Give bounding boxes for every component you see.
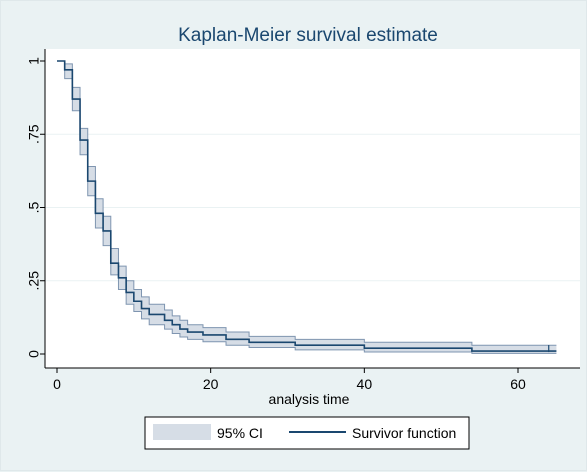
survivor-line-group (57, 60, 557, 352)
legend-ci-label: 95% CI (217, 425, 263, 441)
chart-title: Kaplan-Meier survival estimate (178, 25, 438, 46)
x-axis-label: analysis time (269, 391, 350, 407)
y-tick-label-0: 0 (26, 350, 42, 358)
x-axis: 0 20 40 60 (45, 367, 580, 392)
y-tick-label-3: .75 (26, 124, 42, 144)
ci-lower-edge (57, 60, 557, 354)
survivor-line (57, 60, 557, 352)
x-tick-label-2: 40 (357, 376, 373, 392)
y-tick-label-1: .25 (26, 271, 42, 291)
x-tick-label-3: 60 (510, 376, 526, 392)
legend-survivor-label: Survivor function (352, 425, 456, 441)
x-tick-label-0: 0 (53, 376, 61, 392)
y-tick-label-2: .5 (26, 201, 42, 213)
legend: 95% CI Survivor function (144, 416, 470, 450)
x-tick-label-1: 20 (203, 376, 219, 392)
plot-region (45, 49, 580, 368)
legend-ci-swatch (153, 424, 211, 440)
y-axis: 0 .25 .5 .75 1 (26, 49, 46, 368)
y-tick-label-4: 1 (26, 57, 42, 65)
